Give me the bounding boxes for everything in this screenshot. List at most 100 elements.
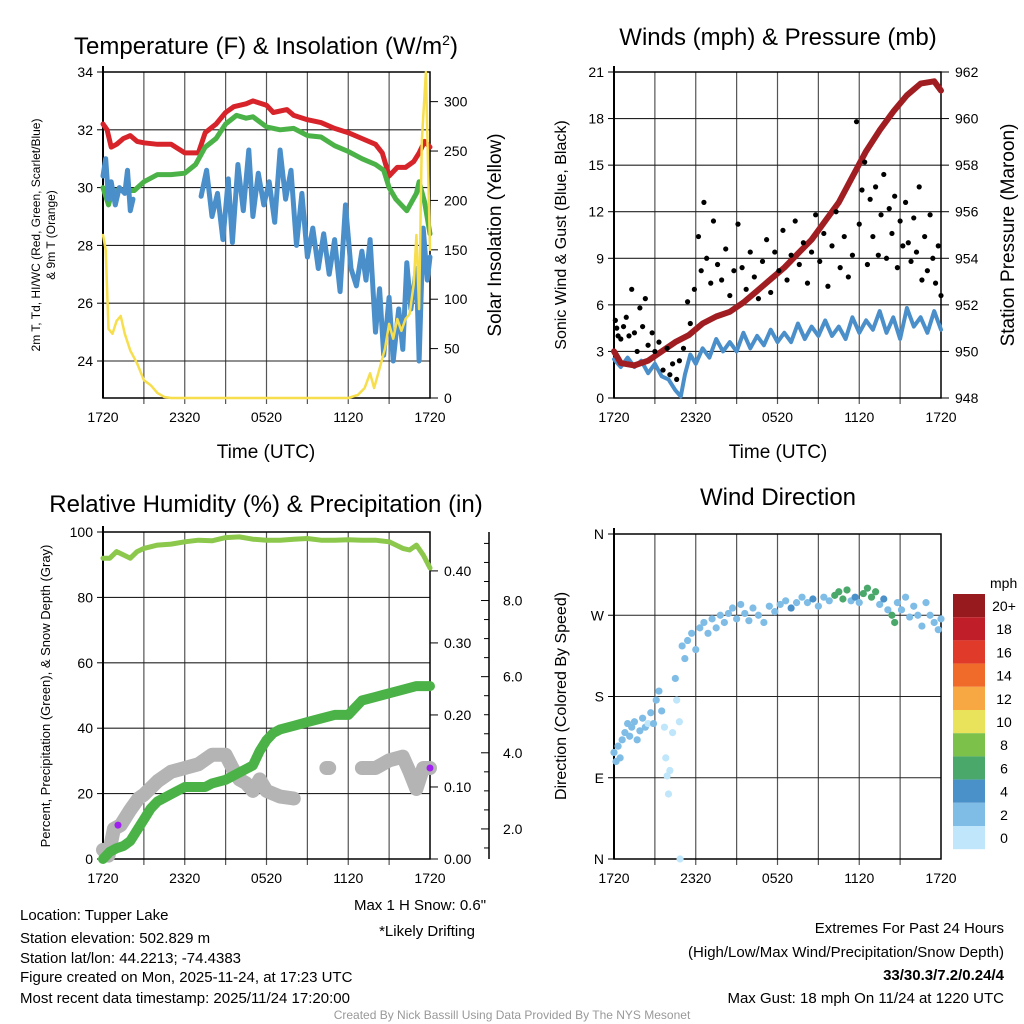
wind-direction-point bbox=[678, 642, 686, 650]
gust-point bbox=[751, 274, 757, 280]
wind-direction-point bbox=[741, 609, 749, 618]
gust-point bbox=[833, 209, 839, 215]
gust-point bbox=[853, 119, 860, 125]
location-text: Location: Tupper Lake bbox=[20, 907, 168, 924]
rh-y2-tick-label: 0.30 bbox=[444, 635, 471, 651]
wind-y-tick-label: 3 bbox=[596, 343, 604, 359]
rh-y-tick-label: 60 bbox=[77, 655, 93, 671]
temp-y2-tick-label: 100 bbox=[444, 291, 468, 307]
gust-point bbox=[916, 184, 922, 190]
wind-direction-point bbox=[628, 723, 636, 731]
gust-point bbox=[629, 286, 635, 292]
wind-direction-point bbox=[825, 597, 833, 605]
wind-y2-tick-label: 956 bbox=[955, 204, 979, 220]
temp-y2-tick-label: 0 bbox=[444, 390, 452, 406]
wind-chart-title: Winds (mph) & Pressure (mb) bbox=[619, 24, 936, 51]
wind-direction-point bbox=[809, 595, 817, 603]
wind-direction-point bbox=[683, 636, 692, 645]
legend-label: 4 bbox=[1000, 784, 1008, 800]
gust-point bbox=[881, 171, 887, 178]
wind-direction-point bbox=[708, 615, 716, 623]
wind-direction-point bbox=[914, 611, 922, 619]
series-line-solar-insolation bbox=[101, 70, 432, 400]
wind-direction-point bbox=[851, 593, 859, 601]
gust-point bbox=[680, 345, 687, 351]
temp-chart-title: Temperature (F) & Insolation (W/m2) bbox=[74, 32, 458, 60]
wind-direction-point bbox=[776, 600, 784, 609]
gust-point bbox=[889, 230, 895, 237]
gust-point bbox=[913, 249, 920, 255]
extremes-fields: (High/Low/Max Wind/Precipitation/Snow De… bbox=[688, 944, 1004, 961]
wind-direction-point bbox=[814, 602, 822, 610]
snow-depth-tick-label: 4.0 bbox=[503, 745, 523, 761]
gust-point bbox=[788, 252, 794, 258]
temp-x-tick-label: 1720 bbox=[87, 409, 118, 425]
elevation-text: Station elevation: 502.829 m bbox=[20, 930, 210, 947]
wind-plot-area: 1720 2320 0520 1120 1720 0 3 6 9 12 15 18 21 948 950 95… bbox=[588, 64, 978, 425]
series-line-sonic-wind bbox=[612, 306, 943, 399]
wind-direction-point bbox=[937, 615, 945, 623]
gust-point bbox=[640, 323, 646, 330]
gust-point bbox=[930, 255, 936, 261]
wind-direction-point bbox=[859, 589, 867, 598]
wind-direction-point bbox=[662, 754, 670, 762]
gust-point bbox=[900, 243, 906, 249]
temp-x-tick-label: 1120 bbox=[333, 409, 363, 425]
temp-y-tick-label: 30 bbox=[77, 180, 93, 196]
dir-series-group bbox=[610, 584, 945, 863]
gust-point bbox=[892, 193, 898, 199]
temp-y-tick-label: 32 bbox=[77, 122, 93, 138]
rh-chart-title: Relative Humidity (%) & Precipitation (i… bbox=[49, 491, 482, 518]
wind-x-tick-label: 1720 bbox=[925, 409, 956, 425]
gust-point bbox=[817, 258, 823, 264]
wind-direction-point bbox=[897, 606, 906, 614]
gust-point bbox=[743, 286, 749, 292]
gust-point bbox=[612, 317, 618, 323]
wind-direction-chart-title: Wind Direction bbox=[700, 484, 856, 511]
gust-point bbox=[908, 258, 914, 264]
wind-direction-point bbox=[855, 599, 863, 607]
wind-direction-point bbox=[639, 714, 647, 722]
wind-direction-point bbox=[655, 687, 663, 695]
gust-point bbox=[669, 361, 676, 367]
wind-y2-tick-label: 958 bbox=[955, 157, 979, 173]
dir-y-tick-label: S bbox=[595, 689, 604, 705]
legend-swatch bbox=[953, 779, 985, 803]
wind-direction-point bbox=[668, 729, 677, 737]
credit-text: Created By Nick Bassill Using Data Provi… bbox=[334, 1008, 691, 1022]
legend-swatch bbox=[953, 756, 985, 780]
gust-point bbox=[924, 268, 930, 274]
wind-direction-y-axis-label: Direction (Colored By Speed) bbox=[553, 592, 570, 800]
temp-x-tick-label: 1720 bbox=[414, 409, 445, 425]
legend-label: 20+ bbox=[992, 598, 1016, 614]
wind-direction-point bbox=[749, 604, 757, 612]
series-line-wind-chill bbox=[100, 147, 433, 364]
gust-point bbox=[792, 218, 798, 224]
wind-direction-point bbox=[876, 600, 884, 609]
gust-point bbox=[919, 277, 925, 283]
temp-x-tick-label: 2320 bbox=[169, 409, 200, 425]
legend-label: 6 bbox=[1000, 760, 1008, 776]
gust-point bbox=[864, 261, 871, 268]
wind-direction-point bbox=[610, 748, 618, 757]
gust-point bbox=[698, 268, 704, 274]
wind-y2-tick-label: 952 bbox=[955, 297, 979, 313]
legend-title: mph bbox=[990, 575, 1017, 591]
dir-x-tick-label: 0520 bbox=[762, 870, 793, 886]
gust-point bbox=[614, 325, 620, 331]
wind-direction-point bbox=[803, 599, 812, 607]
wind-direction-point bbox=[652, 696, 660, 704]
wind-y-tick-label: 12 bbox=[588, 204, 604, 220]
dir-y-tick-label: W bbox=[591, 607, 605, 623]
wind-direction-point bbox=[754, 611, 763, 619]
series-line-td bbox=[100, 112, 433, 237]
gust-point bbox=[637, 305, 643, 311]
gust-point bbox=[684, 299, 691, 305]
wind-direction-point bbox=[872, 588, 880, 596]
dir-x-tick-label: 1120 bbox=[844, 870, 874, 886]
temp-y-tick-label: 34 bbox=[77, 64, 93, 80]
gust-point bbox=[821, 230, 827, 237]
temp-y-axis-label-line1: 2m T, Td, HI/WC (Red, Green, Scarlet/Blu… bbox=[29, 119, 43, 352]
gust-point bbox=[747, 249, 753, 255]
